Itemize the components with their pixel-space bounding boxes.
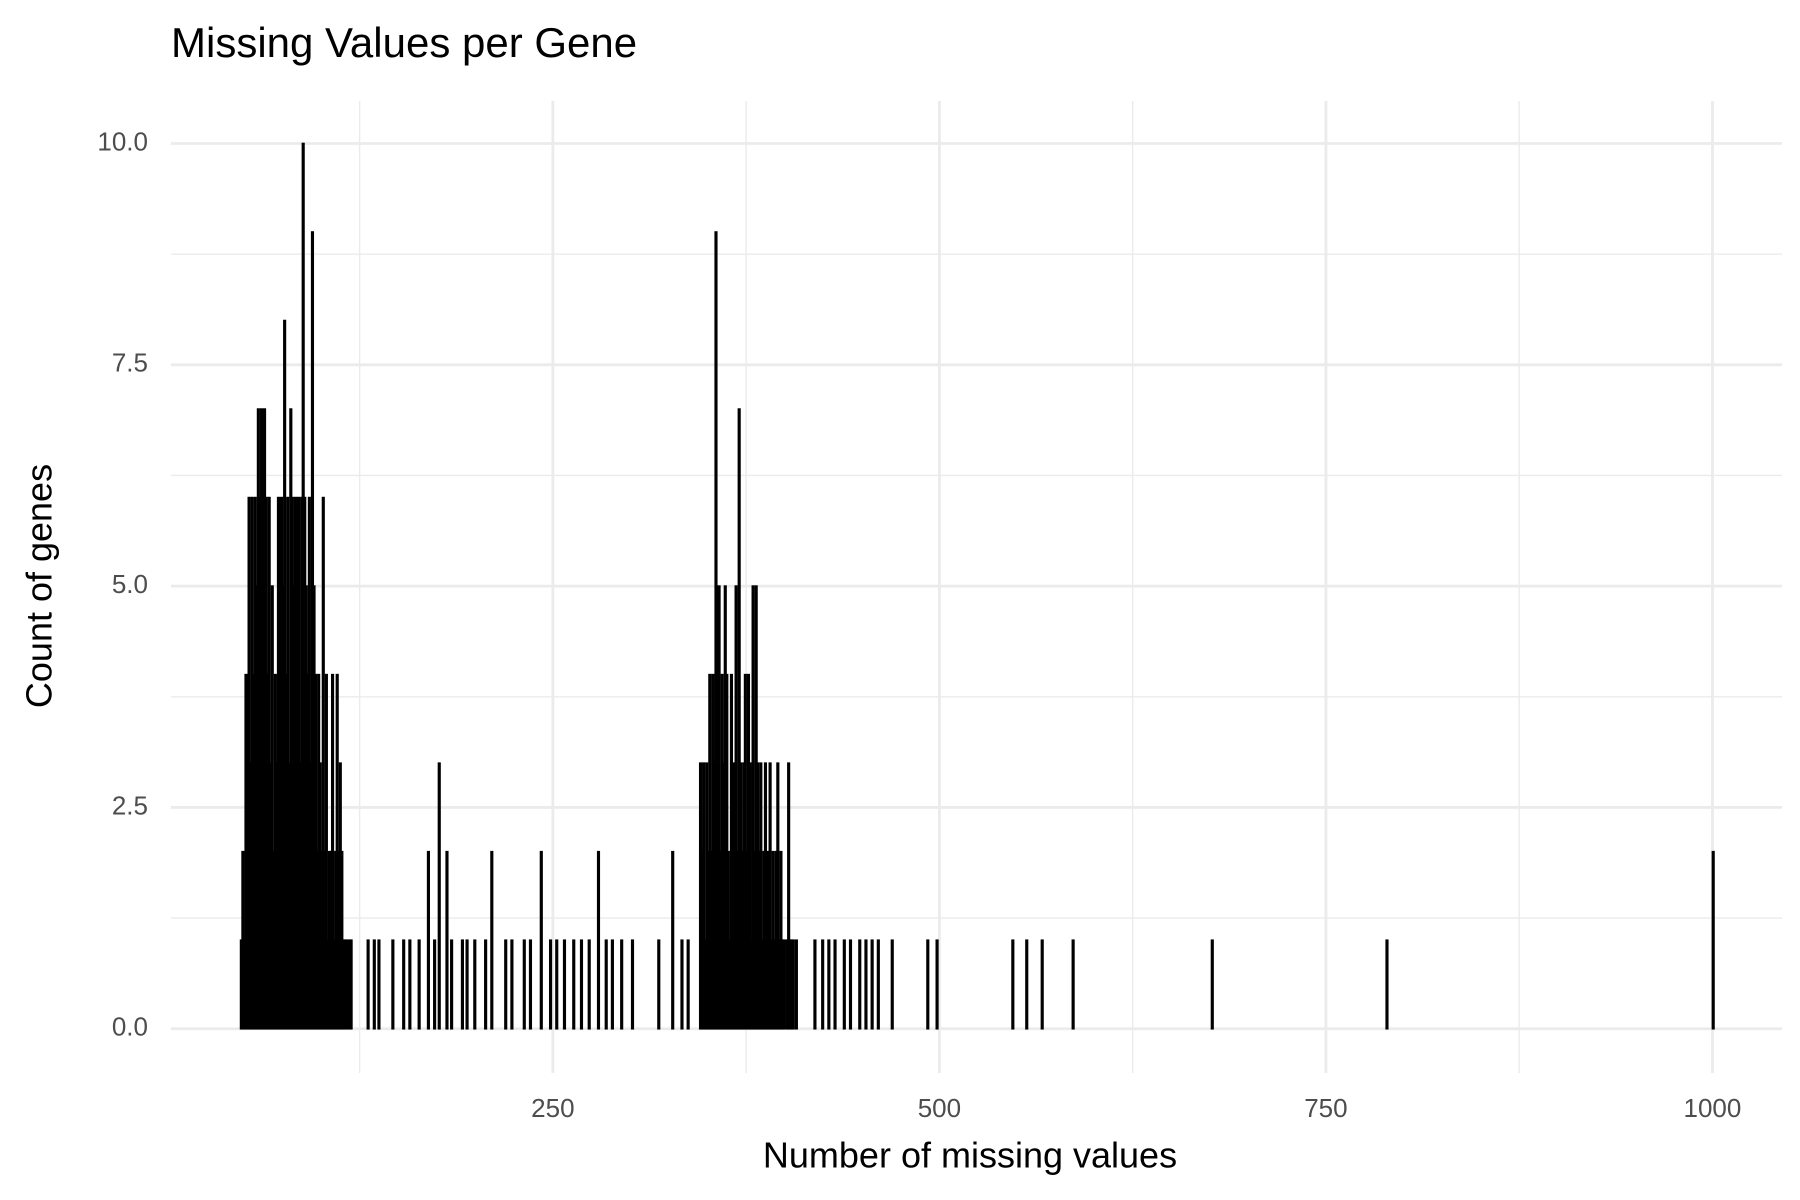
bar [1385, 939, 1389, 1030]
bar [926, 939, 930, 1030]
bar [782, 939, 786, 1030]
bar [460, 939, 465, 1030]
bar [426, 850, 430, 1030]
bar [858, 939, 862, 1030]
bar [445, 850, 449, 1030]
bar [1071, 939, 1075, 1030]
y-axis-title: Count of genes [19, 464, 60, 708]
bar [587, 939, 591, 1030]
bar [686, 939, 690, 1030]
bar [548, 939, 553, 1030]
bar [833, 939, 837, 1030]
chart-title: Missing Values per Gene [171, 19, 637, 66]
bar [377, 939, 381, 1030]
bar [572, 939, 576, 1030]
bar [935, 939, 939, 1030]
x-tick-label: 250 [531, 1093, 574, 1123]
x-tick-label: 750 [1304, 1093, 1347, 1123]
y-tick-label: 7.5 [112, 348, 148, 378]
bar [465, 939, 469, 1030]
bar [876, 939, 880, 1030]
grid [171, 101, 1782, 1073]
bar [671, 850, 675, 1030]
y-tick-label: 2.5 [112, 790, 148, 820]
bar [1210, 939, 1214, 1030]
bar [890, 939, 894, 1030]
bar [366, 939, 370, 1030]
bars [239, 142, 1715, 1030]
bar [391, 939, 395, 1030]
bar [522, 939, 526, 1030]
x-tick-label: 1000 [1684, 1093, 1742, 1123]
bar [579, 939, 584, 1030]
bar [842, 939, 846, 1030]
bar [433, 939, 437, 1030]
bar [484, 939, 488, 1030]
bar [510, 939, 514, 1030]
bar [1040, 939, 1044, 1030]
bar [864, 939, 868, 1030]
bar [1711, 850, 1715, 1030]
bar [504, 939, 508, 1030]
bar [821, 939, 825, 1030]
y-tick-label: 0.0 [112, 1012, 148, 1042]
bar [791, 939, 795, 1030]
bar [610, 939, 614, 1030]
bar [555, 939, 559, 1030]
bar [562, 939, 567, 1030]
y-tick-label: 10.0 [97, 126, 148, 156]
bar [408, 939, 412, 1030]
x-tick-label: 500 [918, 1093, 961, 1123]
bar [450, 939, 454, 1030]
bar [437, 762, 441, 1030]
bar [372, 939, 376, 1030]
bar [1025, 939, 1029, 1030]
bar [680, 939, 684, 1030]
bar [473, 939, 477, 1030]
bar [1011, 939, 1015, 1030]
bar [657, 939, 661, 1030]
bar [417, 939, 421, 1030]
bar [349, 939, 353, 1030]
bar [596, 850, 601, 1030]
bar [794, 939, 798, 1030]
bar [528, 939, 533, 1030]
bar [813, 939, 817, 1030]
y-tick-label: 5.0 [112, 569, 148, 599]
bar [402, 939, 406, 1030]
bar [848, 939, 853, 1030]
x-axis-title: Number of missing values [763, 1135, 1177, 1176]
bar [827, 939, 831, 1030]
bar [344, 939, 349, 1030]
bar [604, 939, 608, 1030]
bar [630, 939, 635, 1030]
bar [539, 850, 543, 1030]
bar [870, 939, 874, 1030]
bar [620, 939, 624, 1030]
bar [490, 850, 494, 1030]
